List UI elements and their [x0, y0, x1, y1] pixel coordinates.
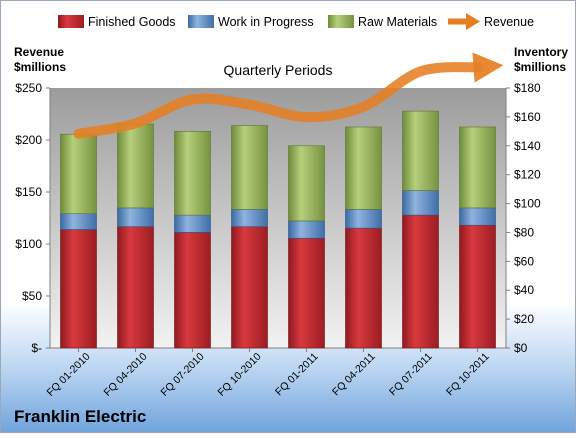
bar-raw-materials [60, 133, 97, 214]
y-right-tick-label: $0 [514, 341, 528, 355]
bar-work-in-progress [174, 214, 211, 233]
legend: Finished Goods Work in Progress Raw Mate… [58, 13, 534, 30]
company-label: Franklin Electric [14, 407, 146, 426]
legend-arrowhead-revenue [466, 13, 480, 30]
bar-work-in-progress [288, 220, 325, 239]
bar-raw-materials [459, 126, 496, 209]
bar-finished-goods [174, 232, 211, 349]
bar-work-in-progress [117, 207, 154, 227]
y-right-tick-label: $180 [514, 81, 541, 95]
bar-work-in-progress [402, 190, 439, 216]
bar-work-in-progress [345, 209, 382, 229]
bar-raw-materials [117, 123, 154, 209]
y-right-tick-label: $140 [514, 139, 541, 153]
y-axis-left-label: Revenue $millions [14, 45, 66, 74]
y-left-tick-label: $250 [15, 81, 42, 95]
bar-work-in-progress [60, 213, 97, 230]
y-left-tick-label: $100 [15, 237, 42, 251]
y-right-tick-label: $80 [514, 225, 534, 239]
bar-finished-goods [117, 226, 154, 349]
legend-label-revenue: Revenue [484, 15, 534, 29]
bar-finished-goods [288, 237, 325, 349]
y-right-tick-label: $120 [514, 168, 541, 182]
bar-work-in-progress [231, 209, 268, 227]
legend-item-raw-materials: Raw Materials [328, 15, 437, 29]
y-left-tick-label: $- [31, 341, 42, 355]
bar-raw-materials [231, 125, 268, 210]
bar-finished-goods [345, 227, 382, 349]
bar-raw-materials [174, 131, 211, 216]
bar-finished-goods [60, 229, 97, 349]
legend-item-work-in-progress: Work in Progress [188, 15, 314, 29]
legend-item-finished-goods: Finished Goods [58, 15, 176, 29]
bar-raw-materials [288, 145, 325, 222]
legend-swatch-raw-materials [328, 15, 354, 28]
bar-finished-goods [231, 226, 268, 349]
bar-finished-goods [402, 214, 439, 349]
bar-finished-goods [459, 224, 496, 349]
y-right-tick-label: $20 [514, 312, 534, 326]
y-right-tick-label: $60 [514, 254, 534, 268]
legend-swatch-work-in-progress [188, 15, 214, 28]
revenue-line [73, 62, 483, 139]
bar-raw-materials [345, 126, 382, 210]
y-right-tick-label: $100 [514, 197, 541, 211]
bar-raw-materials [402, 110, 439, 191]
legend-label-work-in-progress: Work in Progress [218, 15, 314, 29]
y-left-tick-label: $150 [15, 185, 42, 199]
y-right-tick-label: $160 [514, 110, 541, 124]
revenue-arrowhead [472, 52, 504, 83]
y-left-tick-label: $50 [22, 289, 42, 303]
legend-swatch-finished-goods [58, 15, 84, 28]
legend-label-raw-materials: Raw Materials [358, 15, 437, 29]
legend-item-revenue: Revenue [448, 13, 534, 30]
bar-work-in-progress [459, 207, 496, 226]
chart-title: Quarterly Periods [224, 62, 333, 78]
y-right-tick-label: $40 [514, 283, 534, 297]
y-axis-right-label: Inventory $millions [514, 45, 568, 74]
y-left-tick-label: $200 [15, 133, 42, 147]
legend-label-finished-goods: Finished Goods [88, 15, 176, 29]
